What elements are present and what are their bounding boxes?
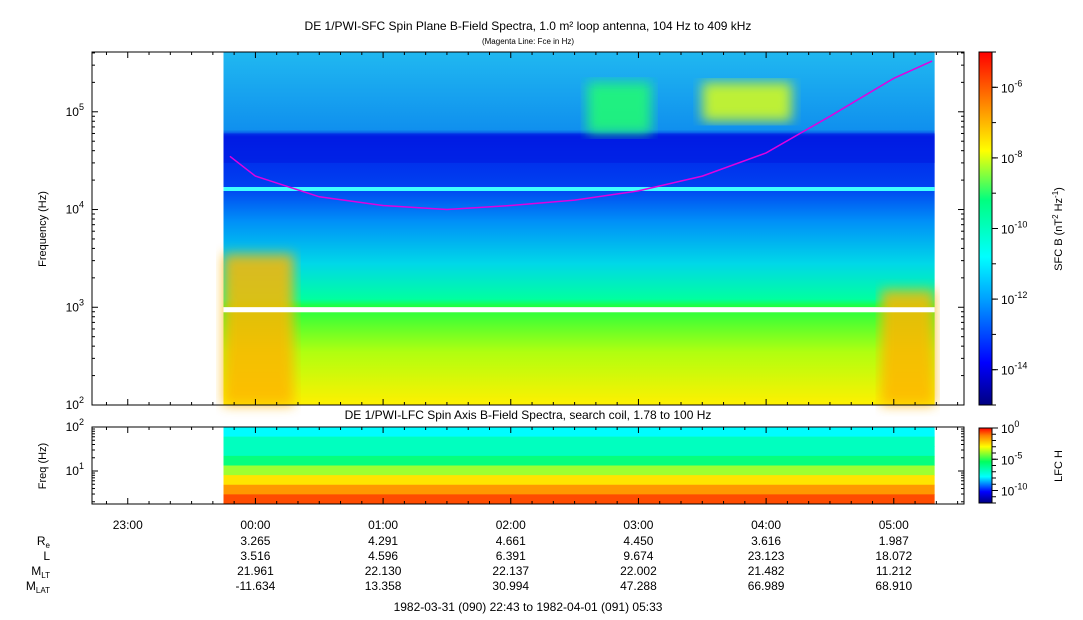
ephemeris-value: 6.391: [496, 549, 526, 563]
colorbar-tick-label: 100: [1001, 419, 1019, 436]
time-label: 04:00: [751, 518, 781, 532]
lfc-band: [223, 465, 935, 476]
ephemeris-value: 11.212: [876, 564, 912, 578]
lfc-band: [223, 436, 935, 447]
lfc-band: [223, 446, 935, 457]
ephemeris-value: 1.987: [879, 534, 909, 548]
fce-curve: [229, 60, 933, 211]
lfc-colorbar: 100 10-5 10-10 LFC H: [978, 419, 1065, 504]
sfc-ylabel: Frequency (Hz): [37, 191, 49, 267]
chart-subtitle: (Magenta Line: Fce in Hz): [482, 37, 574, 46]
colorbar-tick-label: 10-6: [1001, 78, 1022, 95]
ephemeris-value: 22.002: [620, 564, 657, 578]
ephemeris-value: 30.994: [492, 579, 529, 593]
ephemeris-table: Re 3.265 4.291 4.661 4.450 3.616 1.987 L 3.516 4.…: [26, 534, 913, 595]
freq-tick-label: 105: [66, 102, 84, 119]
lfc-colorbar-label: LFC H: [1053, 450, 1065, 482]
sfc-spectrogram: [223, 52, 935, 405]
time-range-footer: 1982-03-31 (090) 22:43 to 1982-04-01 (09…: [394, 600, 663, 614]
ephemeris-value: 22.130: [365, 564, 402, 578]
lfc-frequency-ticks: 101 102: [66, 417, 964, 503]
freq-tick-label: 102: [66, 417, 84, 434]
ephemeris-value: 18.072: [875, 549, 912, 563]
time-label: 01:00: [368, 518, 398, 532]
ephemeris-value: 21.482: [748, 564, 785, 578]
ephemeris-value: -11.634: [236, 579, 276, 593]
time-label: 03:00: [623, 518, 653, 532]
sfc-frequency-ticks: 102 103 104 105: [66, 52, 964, 412]
ephemeris-value: 4.450: [623, 534, 653, 548]
sfc-feature-0: [223, 254, 294, 405]
lfc-band: [223, 455, 935, 466]
time-label: 23:00: [113, 518, 143, 532]
ephemeris-value: 13.358: [365, 579, 402, 593]
ephemeris-value: 3.265: [240, 534, 270, 548]
sfc-time-ticks: [105, 52, 959, 405]
ephemeris-key: MLT: [31, 564, 50, 580]
lfc-band: [223, 484, 935, 495]
time-label: 05:00: [879, 518, 909, 532]
ephemeris-value: 4.291: [368, 534, 398, 548]
ephemeris-value: 3.516: [240, 549, 270, 563]
ephemeris-key: Re: [37, 534, 51, 550]
lfc-time-ticks: [105, 427, 959, 504]
ephemeris-value: 47.288: [620, 579, 657, 593]
time-label: 00:00: [240, 518, 270, 532]
colorbar-tick-label: 10-8: [1001, 149, 1022, 166]
ephemeris-value: 22.137: [492, 564, 529, 578]
ephemeris-value: 3.616: [751, 534, 781, 548]
ephemeris-value: 21.961: [237, 564, 274, 578]
sfc-colorbar-ticks: 10-6 10-8 10-10 10-12 10-14: [992, 51, 1027, 406]
colorbar-tick-label: 10-5: [1001, 450, 1022, 467]
lfc-band: [223, 427, 935, 438]
colorbar-tick-label: 10-10: [1001, 482, 1027, 499]
sfc-colorbar: 10-6 10-8 10-10 10-12 10-14 SFC B (nT2 Hz-1): [978, 51, 1065, 406]
ephemeris-value: 66.989: [748, 579, 785, 593]
freq-tick-label: 102: [66, 395, 84, 412]
sfc-gap-line-top: [223, 307, 935, 313]
ephemeris-key: L: [43, 549, 50, 563]
sfc-background-spectrum: [223, 52, 935, 405]
ephemeris-value: 4.596: [368, 549, 398, 563]
sfc-feature-2: [587, 82, 652, 134]
ephemeris-value: 23.123: [748, 549, 785, 563]
ephemeris-value: 4.661: [496, 534, 526, 548]
time-axis-labels: 23:00 00:00 01:00 02:00 03:00 04:00 05:00: [113, 518, 909, 532]
time-label: 02:00: [496, 518, 526, 532]
colorbar-tick-label: 10-10: [1001, 220, 1027, 237]
sfc-panel: 102 103 104 105 Frequency (Hz): [37, 51, 965, 412]
lfc-colorbar-ticks: 100 10-5 10-10: [992, 419, 1027, 504]
sfc-colorbar-label: SFC B (nT2 Hz-1): [1051, 187, 1065, 271]
chart-title: DE 1/PWI-SFC Spin Plane B-Field Spectra,…: [305, 19, 752, 33]
ephemeris-key: MLAT: [26, 579, 50, 595]
ephemeris-value: 68.910: [875, 579, 912, 593]
ephemeris-value: 9.674: [623, 549, 653, 563]
sfc-cyan-line: [223, 187, 935, 192]
sfc-blue-band: [223, 133, 935, 163]
lfc-band: [223, 494, 935, 505]
freq-tick-label: 103: [66, 297, 84, 314]
freq-tick-label: 101: [66, 461, 84, 478]
lfc-ylabel: Freq (Hz): [37, 443, 49, 489]
lfc-title: DE 1/PWI-LFC Spin Axis B-Field Spectra, …: [345, 408, 712, 422]
lfc-spectrogram: [223, 427, 935, 505]
sfc-feature-3: [702, 82, 792, 122]
freq-tick-label: 104: [66, 200, 84, 217]
lfc-panel: 101 102 Freq (Hz): [37, 417, 965, 505]
colorbar-tick-label: 10-14: [1001, 361, 1027, 378]
colorbar-tick-label: 10-12: [1001, 290, 1027, 307]
lfc-band: [223, 475, 935, 486]
